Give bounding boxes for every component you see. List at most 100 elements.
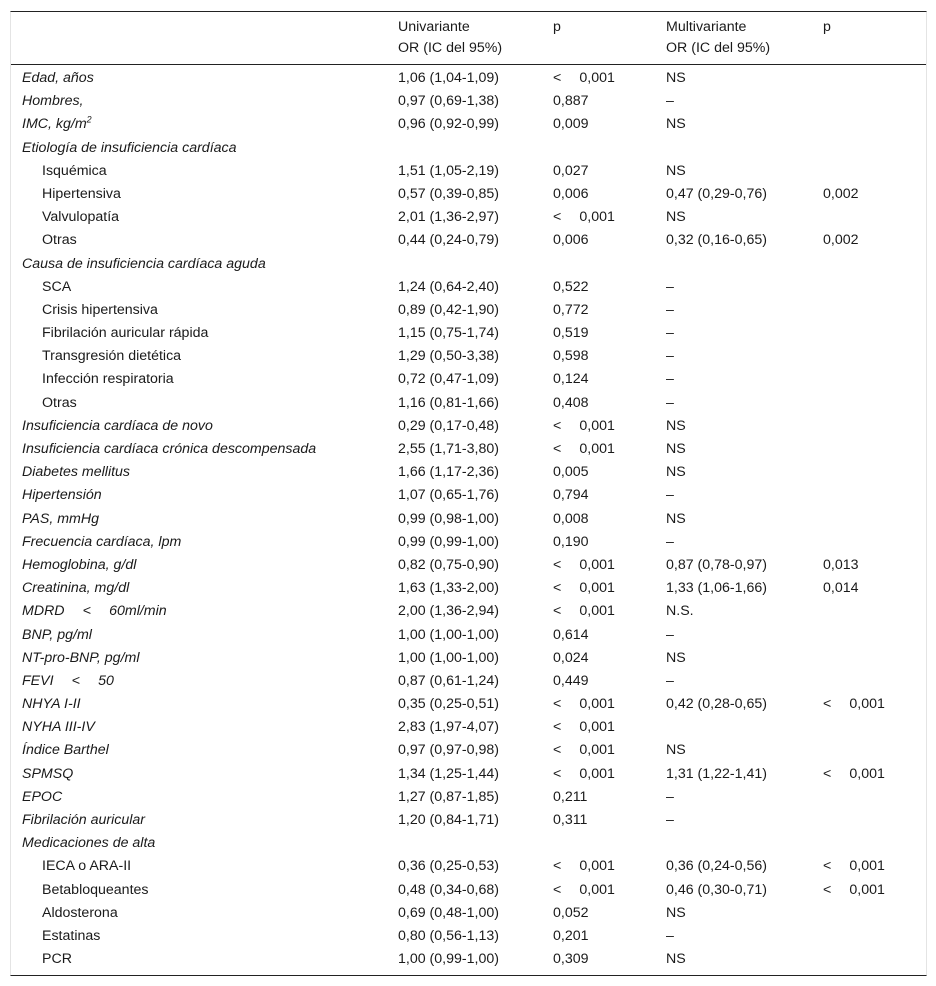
table-row: Fibrilación auricular 1,20 (0,84-1,71) 0,3… [11,809,926,832]
univariate-or: 2,00 (1,36-2,94) [398,603,499,620]
row-label-text: Insuficiencia cardíaca de novo [22,417,213,434]
row-label-text: NHYA I-II [22,696,81,713]
univariate-p: 0,598 [553,348,589,365]
univariate-p: < 0,001 [553,858,615,875]
univariate-p: 0,052 [553,904,589,921]
row-label-text: Insuficiencia cardíaca crónica descompen… [22,441,317,457]
row-label-text: Hemoglobina, g/dl [22,556,137,573]
table-row: Índice Barthel 0,97 (0,97-0,98) < 0,001 NS [11,739,926,762]
table-row: Estatinas 0,80 (0,56-1,13) 0,201 – [11,925,926,948]
multivariate-or: NS [666,417,686,434]
univariate-or: 0,97 (0,69-1,38) [398,93,499,110]
table-row: NHYA I-II 0,35 (0,25-0,51) < 0,001 0,42 (0,… [11,693,926,716]
row-label: Valvulopatía [42,206,119,229]
multivariate-or: NS [666,464,686,481]
univariate-p: 0,190 [553,533,589,550]
univariate-p: 0,522 [553,278,589,295]
row-label-text: Crisis hipertensiva [42,301,158,318]
multivariate-p: 0,002 [823,232,859,249]
univariate-p: 0,519 [553,325,589,342]
odds-ratio-table: Univariante OR (IC del 95%) p Multivarian… [10,11,927,977]
header-p-univariate: p [553,19,561,35]
row-label: Diabetes mellitus [22,461,130,484]
row-label: IMC, kg/m2 [22,113,92,136]
table-row: FEVI < 50 0,87 (0,61-1,24) 0,449 – [11,670,926,693]
univariate-or: 2,01 (1,36-2,97) [398,209,499,226]
row-label-text: Aldosterona [42,904,118,921]
multivariate-or: – [666,325,674,342]
univariate-or: 0,35 (0,25-0,51) [398,696,499,713]
univariate-p: 0,201 [553,927,589,944]
univariate-or: 1,07 (0,65-1,76) [398,487,499,504]
univariate-p: < 0,001 [553,70,615,86]
univariate-or: 1,27 (0,87-1,85) [398,788,499,805]
multivariate-p: < 0,001 [823,696,885,713]
univariate-p: 0,027 [553,162,589,179]
univariate-p: 0,124 [553,371,589,388]
multivariate-or: – [666,394,674,411]
univariate-or: 0,29 (0,17-0,48) [398,417,499,434]
multivariate-or: – [666,672,674,689]
univariate-p: 0,887 [553,93,589,110]
row-label-text: Otras [42,232,77,249]
multivariate-p: 0,014 [823,580,859,597]
table-row: Hombres, 0,97 (0,69-1,38) 0,887 – [11,90,926,113]
row-label-text: MDRD < 60ml/min [22,603,167,620]
row-label: PCR [42,948,72,971]
univariate-p: < 0,001 [553,603,615,620]
row-label: Insuficiencia cardíaca de novo [22,415,213,438]
row-label: SCA [42,276,71,299]
multivariate-or: 0,42 (0,28-0,65) [666,696,767,713]
table-body: Edad, años 1,06 (1,04-1,09) < 0,001 NS Hombr… [11,65,926,975]
univariate-p: 0,006 [553,232,589,249]
table-row: Aldosterona 0,69 (0,48-1,00) 0,052 NS [11,902,926,925]
row-label-text: Hombres, [22,93,84,110]
row-label-text: EPOC [22,788,63,805]
multivariate-p: < 0,001 [823,765,885,782]
multivariate-or: NS [666,162,686,179]
univariate-or: 0,89 (0,42-1,90) [398,301,499,318]
univariate-or: 1,15 (0,75-1,74) [398,325,499,342]
row-label: Hipertensiva [42,183,121,206]
row-label: Hipertensión [22,484,102,507]
row-label-text: BNP, pg/ml [22,626,92,643]
univariate-p: 0,006 [553,185,589,202]
row-label-text: Estatinas [42,927,101,944]
row-label-text: IMC, kg/m [22,116,87,133]
table-row: Fibrilación auricular rápida 1,15 (0,75-1… [11,322,926,345]
row-label-text: Causa de insuficiencia cardíaca aguda [22,255,266,272]
univariate-or: 0,82 (0,75-0,90) [398,556,499,573]
univariate-or: 2,55 (1,71-3,80) [398,441,499,457]
univariate-or: 1,66 (1,17-2,36) [398,464,499,481]
multivariate-or: 1,33 (1,06-1,66) [666,580,767,597]
row-label-text: PCR [42,951,72,968]
multivariate-or: NS [666,742,686,759]
table-row: Diabetes mellitus 1,66 (1,17-2,36) 0,005 NS [11,461,926,484]
row-label-text: Diabetes mellitus [22,464,131,481]
table-row: Insuficiencia cardíaca crónica descompen… [11,438,926,461]
row-label-text: Infección respiratoria [42,371,174,388]
row-label-text: Otras [42,394,77,411]
row-label-text: Etiología de insuficiencia cardíaca [22,139,237,156]
table-row: Valvulopatía 2,01 (1,36-2,97) < 0,001 NS [11,206,926,229]
row-label: Aldosterona [42,902,118,925]
row-label-text: Valvulopatía [42,209,120,226]
univariate-p: < 0,001 [553,441,615,457]
univariate-p: < 0,001 [553,580,615,597]
row-label: NHYA I-II [22,693,81,716]
row-label: SPMSQ [22,763,73,786]
multivariate-or: NS [666,441,686,457]
univariate-p: 0,772 [553,301,589,318]
univariate-p: < 0,001 [553,719,615,736]
row-label-text: Betabloqueantes [42,881,149,898]
header-multivariate: Multivariante OR (IC del 95%) [666,17,770,59]
row-label: Transgresión dietética [42,345,181,368]
row-label-text: Frecuencia cardíaca, lpm [22,533,182,550]
table-row: Creatinina, mg/dl 1,63 (1,33-2,00) < 0,001… [11,577,926,600]
table-row: Etiología de insuficiencia cardíaca [11,137,926,160]
multivariate-or: – [666,927,674,944]
table-row: SPMSQ 1,34 (1,25-1,44) < 0,001 1,31 (1,22-1… [11,763,926,786]
multivariate-or: NS [666,510,686,527]
univariate-p: 0,008 [553,510,589,527]
multivariate-or: NS [666,904,686,921]
